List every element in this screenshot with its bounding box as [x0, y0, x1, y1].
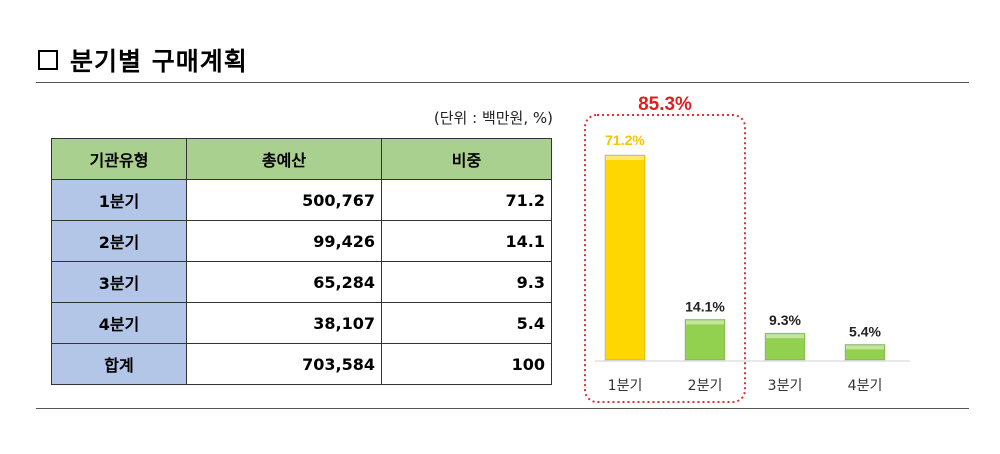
bar-1분기: [604, 154, 646, 361]
bar-chart-svg: 85.3% 71.2% 1분기 14.1% 2분기 9.3% 3분기 5.4% 4분기: [584, 94, 910, 403]
budget-cell: 38,107: [186, 302, 382, 344]
header-share: 비중: [381, 138, 552, 180]
table-row: 3분기 65,284 9.3: [51, 261, 552, 303]
highlight-box: [584, 114, 746, 403]
category-label: 3분기: [768, 378, 803, 394]
row-label: 2분기: [51, 220, 187, 262]
row-label: 1분기: [51, 179, 187, 221]
budget-cell: 99,426: [186, 220, 382, 262]
unit-note: (단위 : 백만원, %): [433, 109, 553, 127]
table-row: 4분기 38,107 5.4: [51, 302, 552, 344]
header-budget: 총예산: [186, 138, 382, 180]
header-type: 기관유형: [51, 138, 187, 180]
category-label: 2분기: [688, 378, 723, 394]
budget-cell: 703,584: [186, 343, 382, 385]
bar-bevel: [766, 334, 804, 339]
data-label: 9.3%: [769, 312, 801, 328]
data-label: 5.4%: [849, 323, 881, 339]
budget-cell: 500,767: [186, 179, 382, 221]
bottom-divider: [36, 408, 969, 409]
share-cell: 100: [381, 343, 552, 385]
section-title: 분기별 구매계획: [38, 44, 248, 76]
bar-bevel: [606, 156, 644, 160]
bar-2분기: [684, 318, 726, 361]
row-label: 합계: [51, 343, 187, 385]
data-label: 14.1%: [685, 298, 725, 314]
section-title-text: 분기별 구매계획: [70, 47, 248, 76]
table-row: 2분기 99,426 14.1: [51, 220, 552, 262]
bar-bevel: [686, 320, 724, 325]
table-row-total: 합계 703,584 100: [51, 343, 552, 385]
row-label: 4분기: [51, 302, 187, 344]
table-header-row: 기관유형 총예산 비중: [51, 138, 552, 180]
budget-cell: 65,284: [186, 261, 382, 303]
data-label: 71.2%: [605, 132, 645, 148]
annotation-total-share: 85.3%: [638, 94, 692, 115]
quarterly-share-chart: 85.3% 71.2% 1분기 14.1% 2분기 9.3% 3분기 5.4% 4분기: [560, 90, 1000, 410]
checkbox-square-icon: [38, 50, 58, 70]
top-divider: [36, 82, 969, 83]
bar-3분기: [764, 332, 806, 361]
row-label: 3분기: [51, 261, 187, 303]
purchase-plan-table: 기관유형 총예산 비중 1분기 500,767 71.2 2분기 99,426 …: [51, 138, 552, 385]
share-cell: 5.4: [381, 302, 552, 344]
share-cell: 14.1: [381, 220, 552, 262]
category-label: 1분기: [608, 378, 643, 394]
bar-bevel: [846, 345, 884, 350]
share-cell: 9.3: [381, 261, 552, 303]
category-label: 4분기: [848, 378, 883, 394]
table-row: 1분기 500,767 71.2: [51, 179, 552, 221]
bar-4분기: [844, 343, 886, 361]
share-cell: 71.2: [381, 179, 552, 221]
